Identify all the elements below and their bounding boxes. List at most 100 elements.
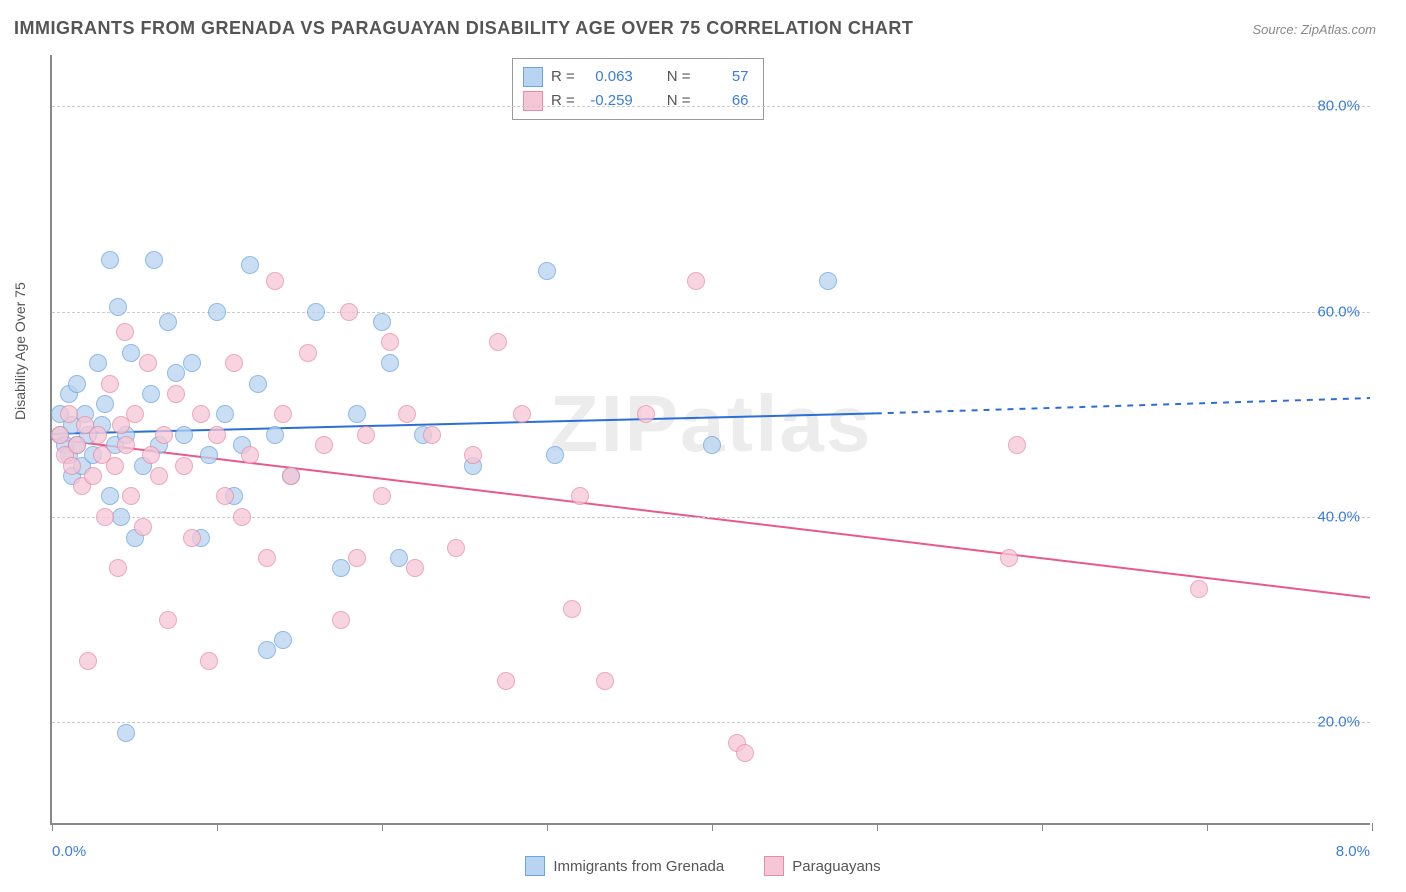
chart-title: IMMIGRANTS FROM GRENADA VS PARAGUAYAN DI… xyxy=(14,18,913,39)
scatter-marker xyxy=(101,375,119,393)
scatter-marker xyxy=(357,426,375,444)
legend-stats-row: R =-0.259N =66 xyxy=(523,89,749,113)
scatter-marker xyxy=(117,436,135,454)
scatter-marker xyxy=(112,508,130,526)
scatter-marker xyxy=(258,641,276,659)
y-tick-label: 80.0% xyxy=(1317,98,1360,115)
scatter-marker xyxy=(274,405,292,423)
x-tick xyxy=(547,823,548,831)
scatter-marker xyxy=(497,672,515,690)
stat-n-value: 66 xyxy=(699,89,749,113)
scatter-marker xyxy=(390,549,408,567)
scatter-marker xyxy=(819,272,837,290)
scatter-marker xyxy=(1000,549,1018,567)
x-tick xyxy=(1207,823,1208,831)
stat-r-key: R = xyxy=(551,65,575,89)
scatter-marker xyxy=(637,405,655,423)
watermark-text: ZIPatlas xyxy=(550,378,873,470)
scatter-marker xyxy=(398,405,416,423)
grid-line-h xyxy=(52,106,1370,107)
scatter-marker xyxy=(563,600,581,618)
legend-swatch xyxy=(764,856,784,876)
scatter-marker xyxy=(60,405,78,423)
scatter-marker xyxy=(208,426,226,444)
stat-n-key: N = xyxy=(667,89,691,113)
scatter-marker xyxy=(117,724,135,742)
scatter-marker xyxy=(192,405,210,423)
scatter-marker xyxy=(266,426,284,444)
scatter-marker xyxy=(736,744,754,762)
legend-stats-box: R =0.063N =57R =-0.259N =66 xyxy=(512,58,764,120)
scatter-marker xyxy=(225,354,243,372)
scatter-marker xyxy=(51,426,69,444)
scatter-marker xyxy=(208,303,226,321)
scatter-marker xyxy=(79,652,97,670)
scatter-marker xyxy=(109,298,127,316)
scatter-marker xyxy=(447,539,465,557)
grid-line-h xyxy=(52,312,1370,313)
bottom-legend-label: Paraguayans xyxy=(792,858,880,875)
stat-n-value: 57 xyxy=(699,65,749,89)
scatter-marker xyxy=(167,385,185,403)
scatter-marker xyxy=(373,487,391,505)
x-tick xyxy=(877,823,878,831)
source-attribution: Source: ZipAtlas.com xyxy=(1252,22,1376,37)
scatter-marker xyxy=(282,467,300,485)
scatter-marker xyxy=(122,344,140,362)
scatter-marker xyxy=(101,487,119,505)
scatter-marker xyxy=(68,436,86,454)
bottom-legend: Immigrants from Grenada Paraguayans xyxy=(0,856,1406,876)
scatter-marker xyxy=(175,426,193,444)
scatter-marker xyxy=(241,446,259,464)
scatter-marker xyxy=(340,303,358,321)
scatter-marker xyxy=(142,446,160,464)
scatter-marker xyxy=(546,446,564,464)
scatter-marker xyxy=(687,272,705,290)
scatter-marker xyxy=(513,405,531,423)
scatter-marker xyxy=(241,256,259,274)
scatter-marker xyxy=(332,611,350,629)
scatter-marker xyxy=(89,354,107,372)
legend-swatch xyxy=(523,67,543,87)
scatter-marker xyxy=(258,549,276,567)
scatter-marker xyxy=(703,436,721,454)
scatter-marker xyxy=(139,354,157,372)
scatter-marker xyxy=(167,364,185,382)
scatter-marker xyxy=(84,467,102,485)
scatter-marker xyxy=(142,385,160,403)
bottom-legend-label: Immigrants from Grenada xyxy=(553,858,724,875)
scatter-marker xyxy=(423,426,441,444)
scatter-marker xyxy=(200,652,218,670)
scatter-marker xyxy=(348,405,366,423)
scatter-marker xyxy=(106,457,124,475)
scatter-marker xyxy=(332,559,350,577)
scatter-marker xyxy=(126,405,144,423)
scatter-marker xyxy=(315,436,333,454)
scatter-marker xyxy=(596,672,614,690)
scatter-marker xyxy=(96,395,114,413)
x-tick-label: 8.0% xyxy=(1336,843,1370,860)
scatter-marker xyxy=(183,354,201,372)
scatter-marker xyxy=(571,487,589,505)
scatter-marker xyxy=(109,559,127,577)
scatter-marker xyxy=(183,529,201,547)
scatter-marker xyxy=(1008,436,1026,454)
stat-r-value: 0.063 xyxy=(583,65,633,89)
scatter-marker xyxy=(348,549,366,567)
scatter-marker xyxy=(381,333,399,351)
scatter-marker xyxy=(266,272,284,290)
scatter-marker xyxy=(538,262,556,280)
x-tick xyxy=(1042,823,1043,831)
scatter-marker xyxy=(216,405,234,423)
y-tick-label: 60.0% xyxy=(1317,303,1360,320)
x-tick xyxy=(712,823,713,831)
scatter-marker xyxy=(145,251,163,269)
bottom-legend-item: Immigrants from Grenada xyxy=(525,856,724,876)
scatter-marker xyxy=(116,323,134,341)
legend-swatch xyxy=(523,91,543,111)
trend-line-dash xyxy=(876,398,1370,413)
grid-line-h xyxy=(52,722,1370,723)
scatter-marker xyxy=(96,508,114,526)
scatter-marker xyxy=(101,251,119,269)
scatter-marker xyxy=(122,487,140,505)
